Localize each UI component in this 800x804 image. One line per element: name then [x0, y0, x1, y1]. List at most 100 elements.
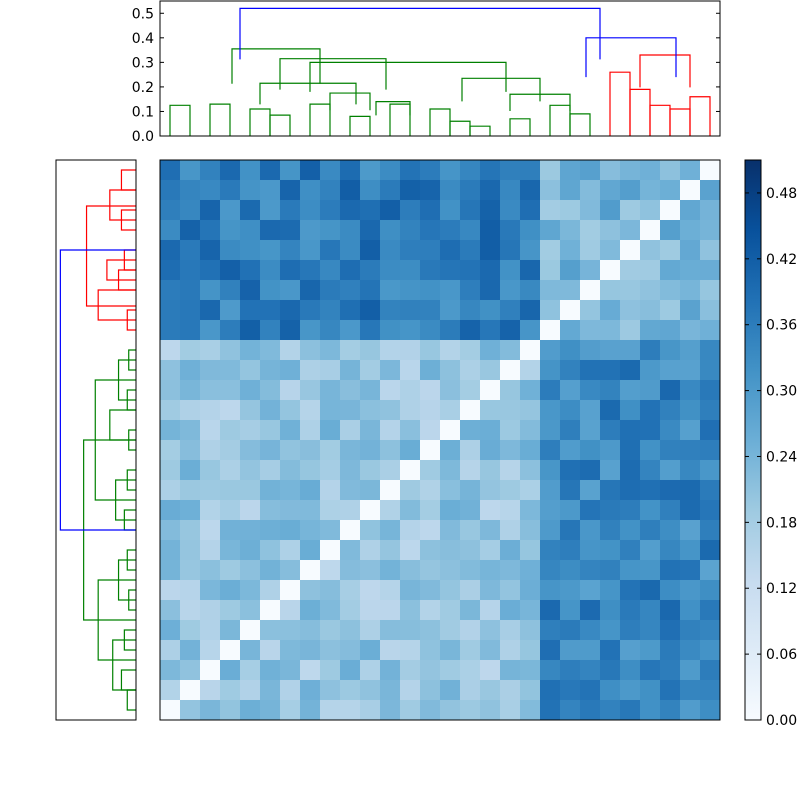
heatmap-cell: [380, 660, 401, 681]
heatmap-cell: [620, 580, 641, 601]
heatmap-cell: [640, 320, 661, 341]
heatmap-cell: [540, 180, 561, 201]
dendrogram-link: [126, 689, 136, 711]
heatmap-cell: [180, 380, 201, 401]
colorbar-tick-label: 0.00: [766, 713, 797, 729]
heatmap-cell: [400, 420, 421, 441]
heatmap-cell: [320, 600, 341, 621]
heatmap-cell: [160, 660, 181, 681]
top-dendrogram-y-axis: 0.0 0.1 0.2 0.3 0.4 0.5: [132, 6, 720, 145]
heatmap-cell: [320, 340, 341, 361]
heatmap-cell: [340, 580, 361, 601]
heatmap-cell: [280, 500, 301, 521]
heatmap-cell: [580, 280, 601, 301]
heatmap-cell: [200, 600, 221, 621]
dendrogram-link: [85, 205, 136, 307]
heatmap-cell: [440, 460, 461, 481]
heatmap-cell: [600, 220, 621, 241]
heatmap-cell: [580, 580, 601, 601]
heatmap-cell: [180, 280, 201, 301]
heatmap-cell: [660, 480, 681, 501]
heatmap-cell: [520, 280, 541, 301]
heatmap-cell: [480, 280, 501, 301]
heatmap-cell: [300, 420, 321, 441]
heatmap-cell: [700, 400, 721, 421]
heatmap-cell: [580, 660, 601, 681]
heatmap-cell: [200, 280, 221, 301]
heatmap-cell: [620, 660, 641, 681]
heatmap-cell: [620, 680, 641, 701]
heatmap-cell: [400, 520, 421, 541]
dendrogram-link: [629, 88, 651, 136]
heatmap-cell: [520, 540, 541, 561]
heatmap-cell: [520, 300, 541, 321]
colorbar-tick-label: 0.30: [766, 384, 797, 400]
heatmap-cell: [400, 240, 421, 261]
heatmap-cell: [320, 580, 341, 601]
heatmap-cell: [380, 180, 401, 201]
heatmap-cell: [220, 240, 241, 261]
heatmap-cell: [520, 400, 541, 421]
heatmap-cell: [440, 320, 461, 341]
heatmap-cell: [580, 480, 601, 501]
y-tick-label: 0.1: [132, 104, 154, 120]
heatmap-cell: [640, 180, 661, 201]
heatmap-cell: [160, 320, 181, 341]
heatmap-cell: [560, 600, 581, 621]
heatmap-cell: [180, 340, 201, 361]
heatmap-cell: [420, 420, 441, 441]
heatmap-cell: [700, 260, 721, 281]
heatmap-cell: [220, 200, 241, 221]
heatmap-cell: [560, 200, 581, 221]
heatmap-cell: [660, 200, 681, 221]
heatmap-cell: [300, 220, 321, 241]
heatmap-cell: [500, 340, 521, 361]
heatmap-cell: [380, 580, 401, 601]
heatmap-cell: [220, 700, 241, 721]
heatmap-cell: [660, 560, 681, 581]
heatmap-cell: [500, 500, 521, 521]
heatmap-cell: [380, 300, 401, 321]
heatmap-cell: [400, 200, 421, 221]
heatmap-cell: [480, 460, 501, 481]
colorbar-tick-label: 0.18: [766, 515, 797, 531]
heatmap-cell: [200, 320, 221, 341]
heatmap-cell: [360, 540, 381, 561]
heatmap-cell: [240, 320, 261, 341]
heatmap-cell: [700, 440, 721, 461]
heatmap-cell: [220, 620, 241, 641]
dendrogram-link: [649, 104, 671, 136]
heatmap-cell: [280, 420, 301, 441]
heatmap-cell: [260, 180, 281, 201]
heatmap-cell: [300, 260, 321, 281]
heatmap-cell: [200, 460, 221, 481]
heatmap-cell: [500, 280, 521, 301]
heatmap-cell: [200, 340, 221, 361]
heatmap-cell: [620, 500, 641, 521]
heatmap-cell: [620, 240, 641, 261]
heatmap-cell: [480, 160, 501, 181]
heatmap-cell: [240, 540, 261, 561]
heatmap-cell: [400, 600, 421, 621]
heatmap-cell: [380, 160, 401, 181]
heatmap-cell: [400, 160, 421, 181]
heatmap-cell: [400, 700, 421, 721]
heatmap-cell: [640, 680, 661, 701]
heatmap-cell: [580, 240, 601, 261]
heatmap-cell: [360, 620, 381, 641]
heatmap-cell: [480, 540, 501, 561]
heatmap-cell: [260, 160, 281, 181]
heatmap-cell: [420, 340, 441, 361]
heatmap-cell: [480, 180, 501, 201]
heatmap-cell: [480, 600, 501, 621]
heatmap-cell: [700, 300, 721, 321]
heatmap-cell: [160, 480, 181, 501]
heatmap-cell: [420, 600, 441, 621]
heatmap-cell: [400, 580, 421, 601]
heatmap-cell: [380, 500, 401, 521]
heatmap-cell: [180, 480, 201, 501]
heatmap-cell: [600, 340, 621, 361]
heatmap-cell: [400, 500, 421, 521]
heatmap-cell: [280, 300, 301, 321]
heatmap-cell: [540, 680, 561, 701]
